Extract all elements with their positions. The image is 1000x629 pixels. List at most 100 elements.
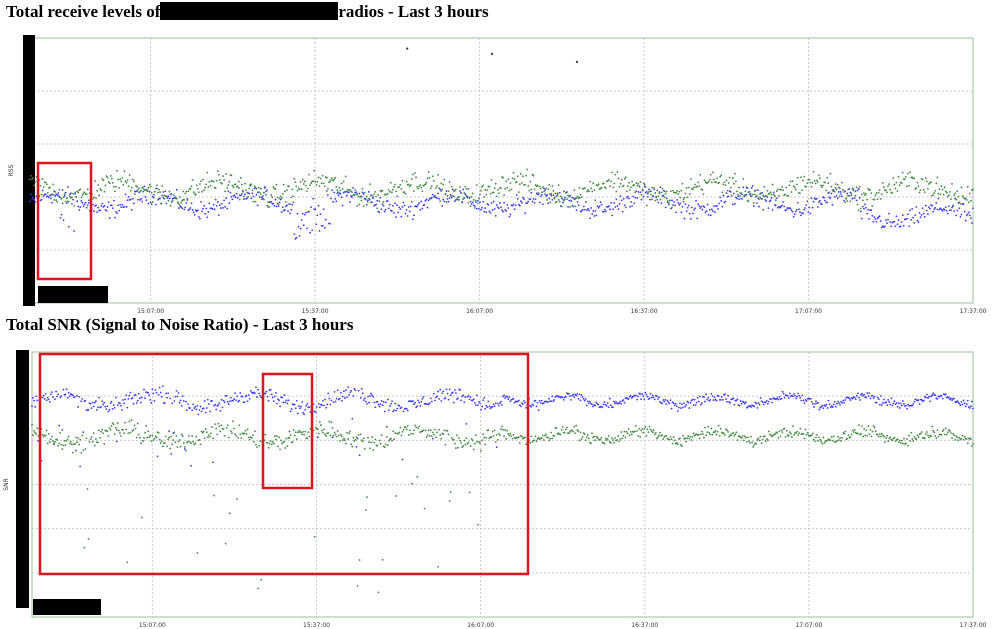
data-point: [392, 188, 394, 191]
data-point: [776, 397, 779, 400]
data-point: [684, 437, 687, 440]
data-point: [756, 202, 758, 204]
data-point: [545, 187, 547, 190]
data-point: [50, 391, 53, 394]
data-point: [240, 437, 243, 440]
data-point: [935, 182, 938, 185]
data-point: [869, 397, 872, 400]
data-point: [698, 185, 701, 188]
data-point: [473, 442, 476, 445]
data-point: [176, 395, 179, 398]
data-point: [283, 209, 286, 211]
data-point: [212, 180, 215, 183]
data-point: [843, 191, 845, 193]
data-point: [756, 194, 758, 197]
data-point: [805, 185, 808, 188]
data-point: [205, 207, 208, 210]
data-point: [81, 434, 84, 437]
data-point: [416, 475, 419, 478]
data-point: [592, 210, 595, 212]
data-point: [222, 175, 224, 177]
data-point: [264, 433, 267, 436]
data-point: [42, 186, 45, 189]
data-point: [427, 199, 430, 202]
data-point: [897, 441, 900, 444]
data-point: [802, 433, 805, 435]
data-point: [202, 407, 205, 410]
data-point: [359, 433, 362, 436]
data-point: [235, 192, 238, 195]
data-point: [160, 396, 163, 398]
data-point: [294, 407, 297, 410]
data-point: [137, 189, 139, 191]
data-point: [414, 401, 416, 404]
data-point: [673, 439, 676, 442]
data-point: [65, 197, 68, 200]
data-point: [907, 444, 910, 447]
data-point: [763, 186, 766, 188]
data-point: [316, 214, 319, 217]
data-point: [178, 207, 180, 209]
data-point: [316, 436, 319, 439]
data-point: [570, 398, 572, 401]
data-point: [339, 391, 342, 394]
data-point: [857, 187, 860, 190]
data-point: [71, 202, 73, 205]
data-point: [41, 396, 44, 399]
data-point: [775, 190, 778, 193]
data-point: [112, 404, 115, 407]
data-point: [57, 444, 60, 447]
data-point: [380, 208, 383, 211]
data-point: [665, 190, 668, 193]
data-point: [406, 425, 409, 427]
data-point: [916, 181, 919, 184]
data-point: [968, 214, 971, 217]
data-point: [272, 202, 275, 205]
data-point: [604, 437, 607, 440]
data-point: [834, 183, 837, 185]
data-point: [778, 194, 780, 197]
data-point: [678, 203, 681, 206]
data-point: [801, 189, 803, 192]
data-point: [769, 191, 772, 194]
data-point: [318, 421, 321, 424]
data-point: [910, 218, 913, 221]
data-point: [834, 187, 837, 189]
data-point: [926, 431, 928, 433]
data-point: [89, 438, 92, 441]
data-point: [71, 451, 74, 454]
data-point: [161, 445, 164, 448]
data-point: [504, 187, 507, 190]
data-point: [637, 182, 640, 185]
data-point: [782, 189, 785, 192]
data-point: [500, 400, 502, 403]
data-point: [202, 430, 205, 433]
data-point: [518, 442, 521, 444]
data-point: [474, 199, 477, 202]
data-point: [665, 197, 668, 200]
data-point: [30, 174, 32, 177]
data-point: [479, 442, 481, 444]
data-point: [256, 396, 258, 398]
data-point: [453, 200, 456, 203]
data-point: [259, 440, 262, 442]
data-point: [949, 398, 951, 401]
data-point: [60, 395, 63, 398]
data-point: [581, 208, 584, 211]
data-point: [928, 395, 930, 398]
data-point: [391, 400, 393, 403]
data-point: [887, 399, 890, 401]
data-point: [358, 192, 361, 195]
data-point: [486, 189, 489, 192]
data-point: [449, 394, 452, 397]
data-point: [815, 400, 817, 402]
data-point: [395, 190, 397, 193]
data-point: [879, 220, 882, 222]
data-point: [123, 170, 126, 173]
data-point: [822, 436, 825, 439]
data-point: [845, 197, 847, 200]
data-point: [492, 191, 495, 194]
data-point: [529, 180, 532, 183]
data-point: [812, 438, 815, 441]
data-point: [45, 399, 48, 402]
